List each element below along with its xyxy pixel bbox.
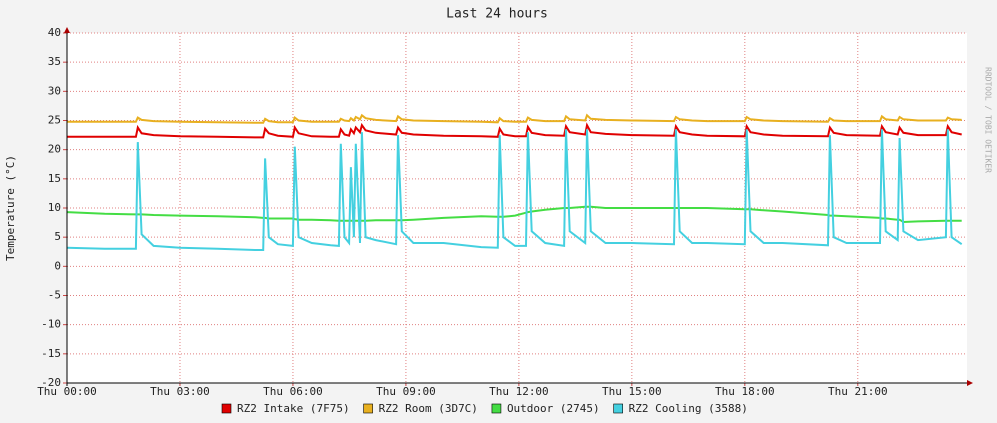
series-line [67, 122, 962, 139]
legend-label: RZ2 Cooling (3588) [629, 402, 748, 415]
x-tick-label: Thu 18:00 [715, 385, 775, 398]
y-tick-label: -20 [41, 376, 61, 389]
x-tick-label: Thu 15:00 [602, 385, 662, 398]
chart-title: Last 24 hours [446, 7, 548, 22]
x-tick-label: Thu 03:00 [150, 385, 210, 398]
y-tick-label: 25 [48, 114, 61, 127]
legend: RZ2 Intake (7F75) RZ2 Room (3D7C) Outdoor … [221, 402, 748, 415]
lines [66, 113, 963, 251]
x-tick-label: Thu 09:00 [376, 385, 436, 398]
x-tick-label: Thu 21:00 [828, 385, 888, 398]
y-axis-label: Temperature (°C) [4, 155, 17, 261]
x-arrow [967, 380, 973, 386]
x-tick-label: Thu 12:00 [489, 385, 549, 398]
x-tick-label: Thu 06:00 [263, 385, 323, 398]
y-tick-label: -15 [41, 347, 61, 360]
series-line [66, 129, 963, 251]
legend-label: Outdoor (2745) [507, 402, 600, 415]
x-tick-label: Thu 00:00 [37, 385, 97, 398]
legend-label: RZ2 Room (3D7C) [379, 402, 478, 415]
y-tick-label: 15 [48, 172, 61, 185]
y-arrow [64, 27, 70, 33]
y-tick-label: 30 [48, 84, 61, 97]
grid [63, 32, 967, 386]
legend-swatch [613, 403, 623, 414]
y-tick-label: 5 [54, 230, 61, 243]
y-tick-label: 35 [48, 55, 61, 68]
y-tick-label: 40 [48, 26, 61, 39]
y-tick-label: -5 [48, 289, 61, 302]
legend-swatch [363, 403, 373, 414]
watermark: RRDTOOL / TOBI OETIKER [984, 67, 993, 173]
series-line [67, 113, 962, 124]
y-tick-label: -10 [41, 318, 61, 331]
y-tick-label: 0 [54, 259, 61, 272]
series-line [66, 205, 962, 224]
legend-label: RZ2 Intake (7F75) [237, 402, 350, 415]
legend-swatch [491, 403, 502, 414]
y-tick-label: 10 [48, 201, 61, 214]
legend-swatch [221, 403, 232, 414]
y-tick-label: 20 [48, 143, 61, 156]
